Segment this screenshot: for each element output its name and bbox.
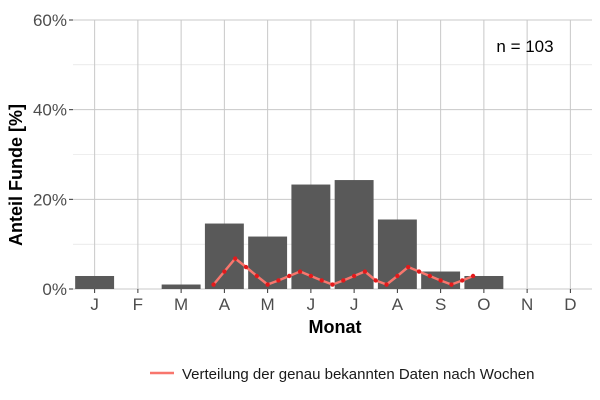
y-tick-label: 60% [33, 11, 67, 30]
series-point [460, 278, 465, 283]
series-point [351, 273, 357, 279]
x-tick-label: N [521, 295, 533, 314]
x-tick-label: F [133, 295, 143, 314]
series-point [232, 256, 238, 261]
series-point [416, 269, 422, 274]
series-point [470, 273, 476, 279]
bar [248, 236, 288, 289]
series-point [427, 273, 433, 279]
series-point [438, 278, 443, 283]
series-point [330, 282, 335, 287]
series-point [265, 282, 270, 287]
y-tick-label: 0% [42, 280, 67, 299]
series-point [254, 273, 260, 279]
series-point [222, 269, 227, 274]
x-tick-label: A [219, 295, 231, 314]
x-tick-label: J [90, 295, 99, 314]
series-point [362, 269, 368, 274]
series-point [395, 273, 400, 279]
bar [161, 284, 201, 289]
y-tick-labels: 0% 20% 40% 60% [33, 11, 73, 299]
bar [334, 180, 374, 289]
series-point [319, 278, 324, 283]
x-tick-label: J [307, 295, 316, 314]
x-tick-label: A [392, 295, 404, 314]
series-point [211, 282, 216, 287]
weekly-line-series [211, 256, 476, 287]
x-tick-label: J [350, 295, 359, 314]
x-tick-label: M [174, 295, 188, 314]
x-tick-label: O [477, 295, 490, 314]
bar [464, 275, 504, 289]
y-axis-title: Anteil Funde [%] [6, 104, 26, 246]
series-point [276, 278, 281, 283]
legend-label: Verteilung der genau bekannten Daten nac… [182, 366, 535, 383]
series-point [287, 273, 292, 279]
y-tick-label: 20% [33, 190, 67, 209]
bar [75, 275, 115, 289]
x-tick-label: S [435, 295, 446, 314]
legend: Verteilung der genau bekannten Daten nac… [150, 366, 535, 383]
series-point [297, 269, 303, 274]
series-point [341, 278, 346, 283]
x-tick-label: M [261, 295, 275, 314]
y-tick-label: 40% [33, 101, 67, 120]
annotation-n: n = 103 [496, 37, 553, 56]
bars [75, 180, 504, 289]
series-point [308, 273, 314, 279]
bar [377, 219, 417, 289]
series-point [384, 282, 389, 287]
grid-lines [73, 19, 592, 290]
x-axis-title: Monat [309, 317, 362, 337]
series-point [405, 264, 411, 270]
series-point [243, 264, 249, 270]
x-tick-label: D [564, 295, 576, 314]
series-point [373, 278, 378, 283]
bar [204, 223, 244, 289]
series-point [449, 282, 454, 287]
